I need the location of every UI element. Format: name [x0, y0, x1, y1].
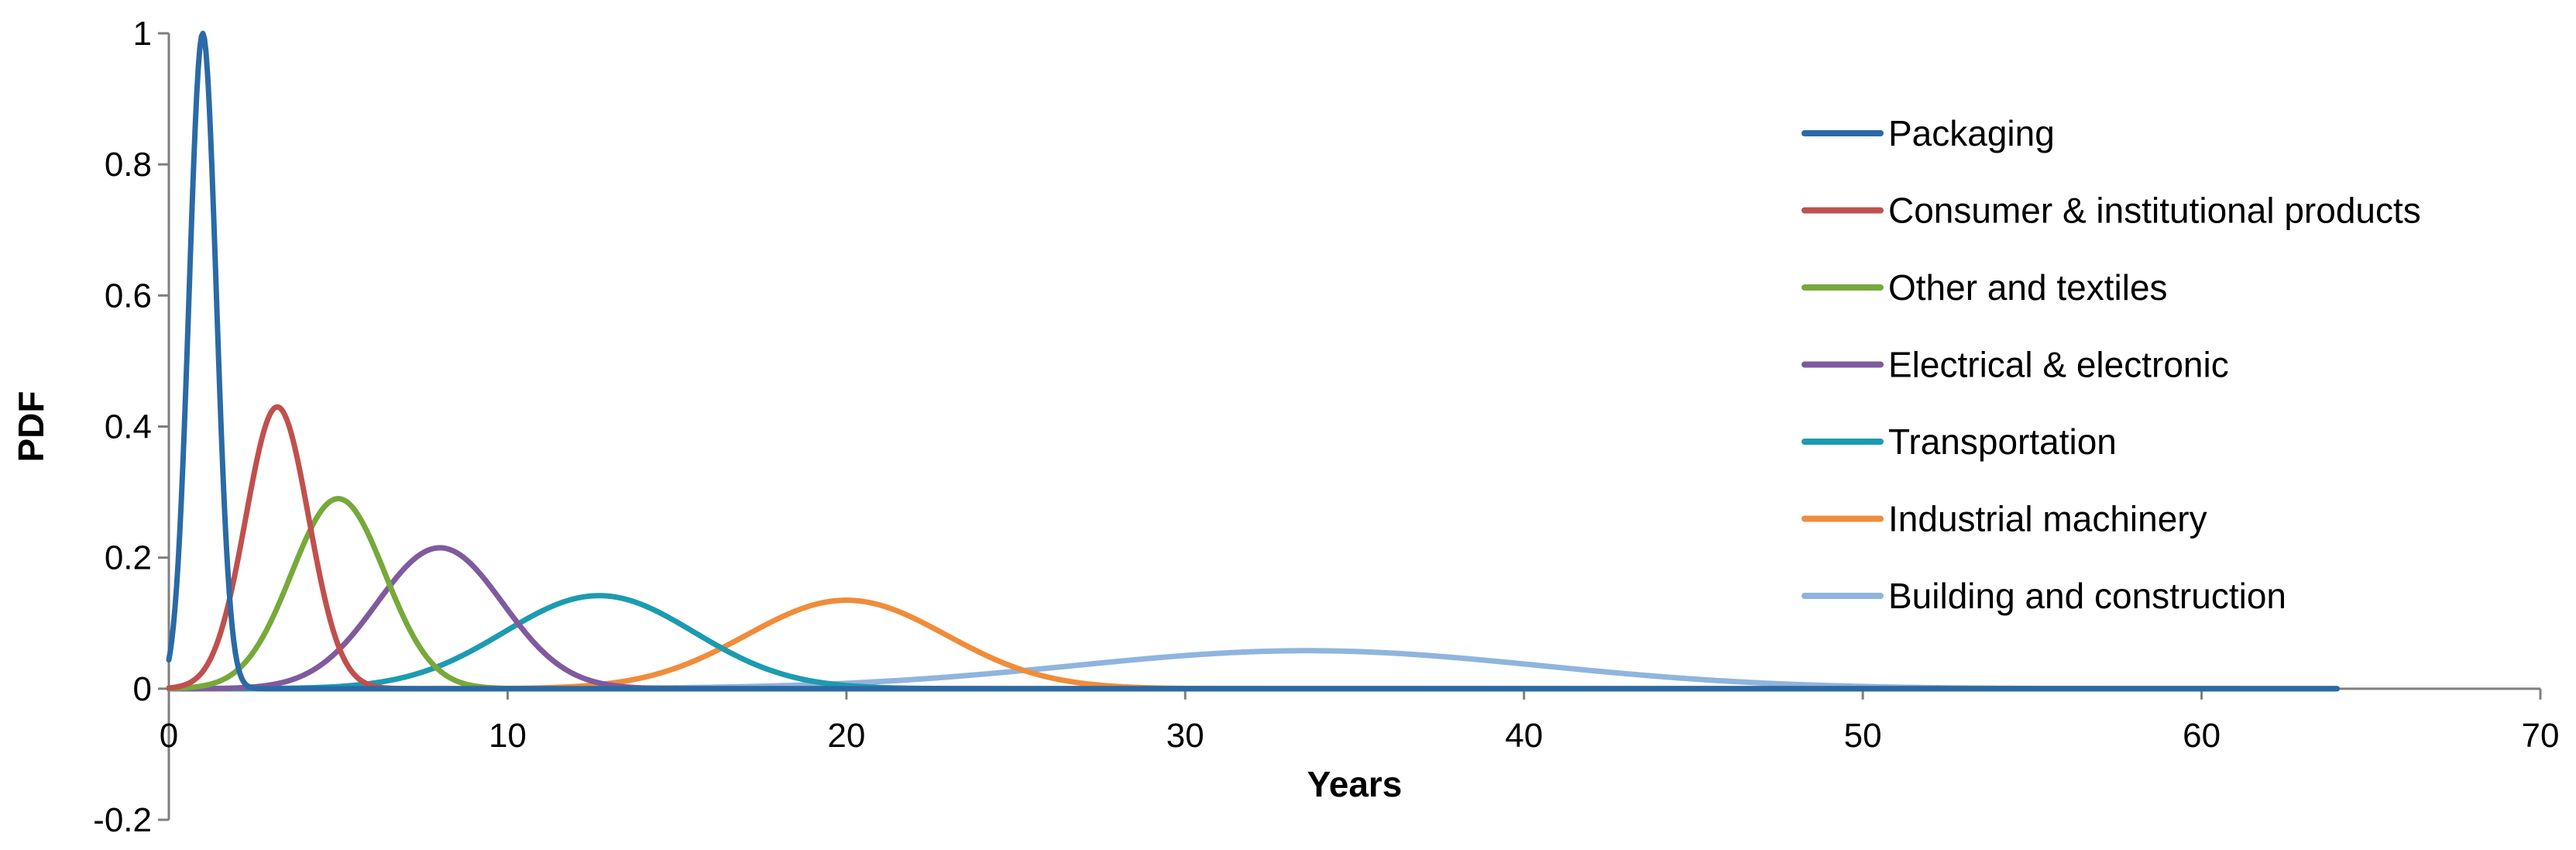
- legend-label: Building and construction: [1888, 576, 2286, 616]
- x-tick-label: 20: [827, 717, 865, 755]
- x-tick-label: 40: [1505, 717, 1543, 755]
- legend-label: Consumer & institutional products: [1888, 191, 2421, 231]
- x-tick-label: 0: [160, 717, 178, 755]
- legend-label: Transportation: [1888, 422, 2117, 462]
- x-tick-label: 60: [2183, 717, 2221, 755]
- y-tick-label: -0.2: [93, 801, 152, 839]
- series-line: [166, 545, 2341, 692]
- series-line: [166, 30, 2341, 692]
- axes: -0.200.20.40.60.810 10 20 30 40 50 60 70: [93, 15, 2559, 839]
- x-axis-title: Years: [1307, 764, 1403, 804]
- series-lines: [166, 30, 2341, 692]
- x-tick-label: 70: [2522, 717, 2560, 755]
- series-line: [166, 648, 2341, 692]
- y-tick-label: 0.2: [105, 539, 152, 577]
- y-tick-label: 0: [133, 670, 152, 708]
- axis-labels: Years PDF: [11, 391, 1402, 805]
- x-tick-label: 10: [489, 717, 527, 755]
- y-tick-label: 0.8: [105, 146, 152, 184]
- y-tick-label: 0.4: [105, 408, 152, 446]
- legend-label: Packaging: [1888, 113, 2055, 153]
- y-tick-label: 1: [133, 15, 152, 53]
- x-tick-label: 50: [1844, 717, 1882, 755]
- legend-label: Electrical & electronic: [1888, 345, 2229, 385]
- legend-label: Other and textiles: [1888, 267, 2168, 308]
- y-tick-label: 0.6: [105, 277, 152, 315]
- y-axis-title: PDF: [11, 391, 51, 463]
- x-tick-label: 30: [1166, 717, 1204, 755]
- legend: Packaging Consumer & institutional produc…: [1801, 113, 2421, 616]
- legend-label: Industrial machinery: [1888, 499, 2207, 539]
